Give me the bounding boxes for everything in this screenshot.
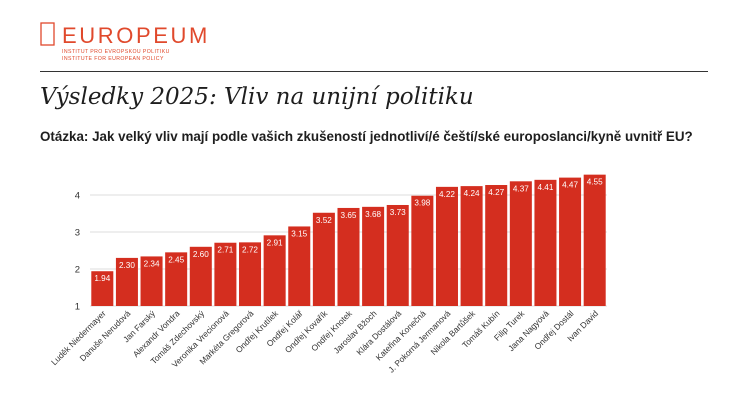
bar — [337, 207, 360, 306]
bar — [189, 246, 212, 306]
y-tick-label: 2 — [75, 265, 80, 276]
bar-value-label: 4.37 — [513, 184, 529, 193]
bar-value-label: 3.52 — [316, 216, 332, 225]
bar — [263, 235, 286, 306]
bar — [583, 174, 606, 306]
bar-value-label: 4.47 — [562, 181, 578, 190]
bar — [534, 179, 557, 306]
bar-value-label: 3.73 — [390, 208, 406, 217]
bar-value-label: 2.72 — [242, 245, 258, 254]
bar-value-label: 2.91 — [267, 238, 283, 247]
bar-value-label: 3.98 — [414, 199, 430, 208]
europeum-logo: EUROPEUM INSTITUT PRO EVROPSKOU POLITIKU… — [40, 21, 240, 65]
y-tick-label: 1 — [75, 302, 80, 313]
bar-value-label: 3.65 — [341, 211, 357, 220]
bar — [460, 186, 483, 306]
bar-value-label: 4.41 — [537, 183, 553, 192]
bar — [386, 204, 409, 306]
bar — [239, 242, 262, 306]
y-tick-label: 3 — [75, 228, 80, 239]
bar — [509, 181, 532, 306]
bar — [214, 242, 237, 306]
header-divider — [40, 71, 708, 72]
bar-value-label: 1.94 — [94, 274, 110, 283]
bar-value-label: 4.22 — [439, 190, 455, 199]
bar — [91, 271, 114, 306]
bar-value-label: 4.27 — [488, 188, 504, 197]
logo-mark-icon — [40, 22, 55, 46]
bar — [312, 212, 335, 306]
bar — [362, 206, 385, 306]
bar-value-label: 2.45 — [168, 255, 184, 264]
survey-question: Otázka: Jak velký vliv mají podle vašich… — [40, 129, 693, 144]
bar-value-label: 2.30 — [119, 261, 135, 270]
logo-subtitle-cz: INSTITUT PRO EVROPSKOU POLITIKU — [62, 49, 170, 55]
bar — [140, 256, 163, 306]
bar — [485, 185, 508, 306]
bar-value-label: 3.15 — [291, 229, 307, 238]
logo-wordmark: EUROPEUM — [62, 23, 210, 48]
y-tick-label: 4 — [75, 191, 80, 202]
bar-value-label: 2.60 — [193, 250, 209, 259]
logo-subtitle-en: INSTITUTE FOR EUROPEAN POLICY — [62, 56, 164, 62]
bar — [435, 186, 458, 306]
bar-value-label: 2.34 — [144, 259, 160, 268]
bar — [559, 177, 582, 306]
bar — [115, 257, 138, 306]
bar — [411, 195, 434, 306]
bar-value-label: 2.71 — [217, 246, 233, 255]
bar-value-label: 4.24 — [464, 189, 480, 198]
bar-value-label: 3.68 — [365, 210, 381, 219]
bar — [288, 226, 311, 306]
bar-value-label: 4.55 — [587, 178, 603, 187]
bar — [165, 252, 188, 306]
page-title: Výsledky 2025: Vliv na unijní politiku — [40, 84, 474, 110]
